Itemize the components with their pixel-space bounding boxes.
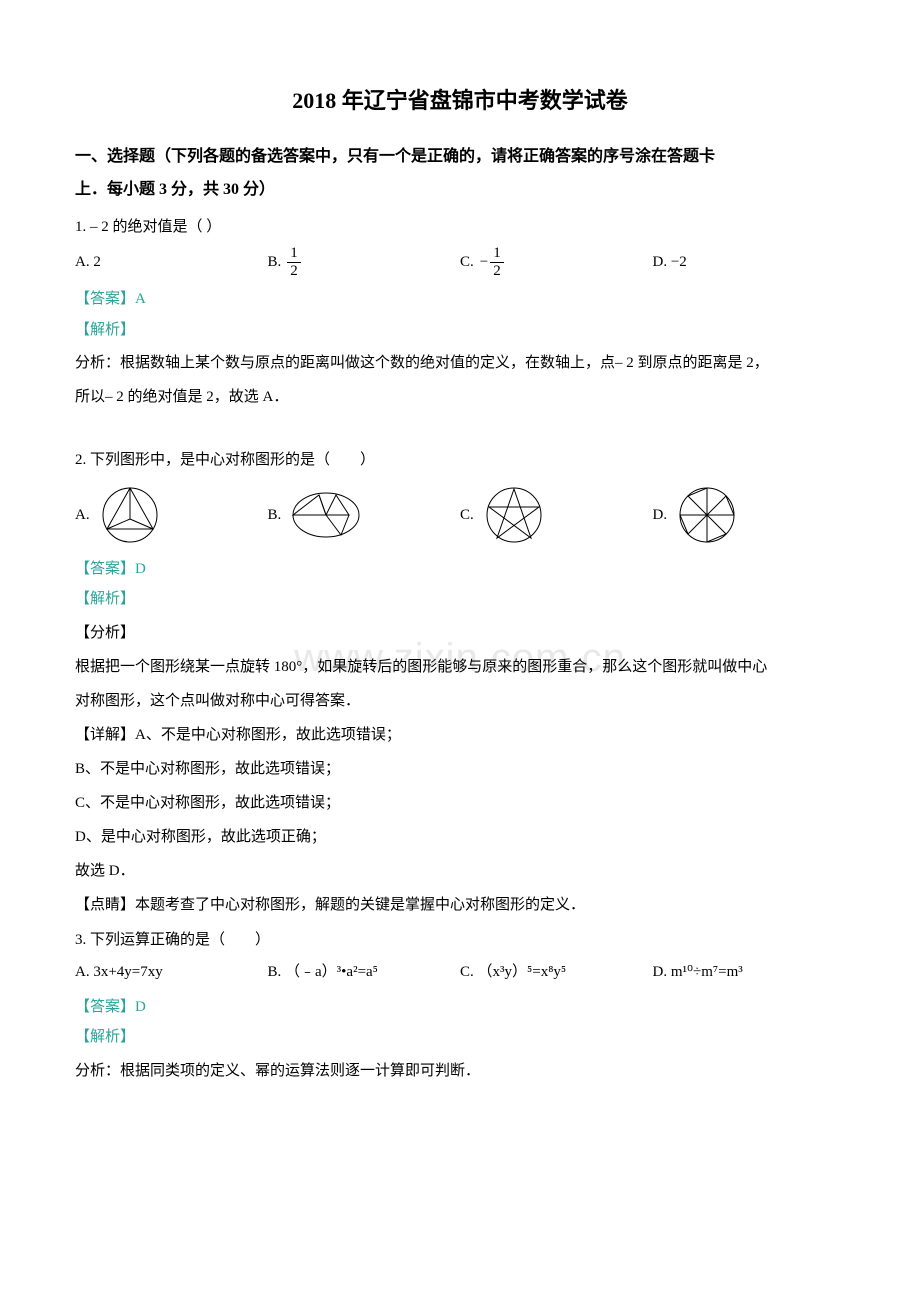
q2-dianjing: 【点睛】本题考查了中心对称图形，解题的关键是掌握中心对称图形的定义． (75, 890, 845, 920)
q1-stem: 1. – 2 的绝对值是（ ） (75, 213, 845, 242)
q3-option-a: A. 3x+4y=7xy (75, 958, 268, 987)
q1-option-a: A. 2 (75, 248, 268, 277)
q2-detail-c: C、不是中心对称图形，故此选项错误； (75, 788, 845, 818)
q2-detail-a: 【详解】A、不是中心对称图形，故此选项错误； (75, 720, 845, 750)
q2-detail-b: B、不是中心对称图形，故此选项错误； (75, 754, 845, 784)
section-header-line1: 一、选择题（下列各题的备选答案中，只有一个是正确的，请将正确答案的序号涂在答题卡 (75, 140, 845, 174)
q3-option-d: D. m¹⁰÷m⁷=m³ (653, 958, 846, 987)
q2-option-d: D. (653, 485, 846, 545)
q1-option-c: C. − 12 (460, 245, 653, 279)
q2-fenxi-label: 【分析】 (75, 618, 845, 648)
ellipse-triangles-icon (291, 491, 361, 539)
q1-optC-label: C. (460, 248, 474, 277)
q2-optD-label: D. (653, 501, 668, 530)
q2-fenxi-line2: 对称图形，这个点叫做对称中心可得答案． (75, 686, 845, 716)
section-header-line2: 上．每小题 3 分，共 30 分） (75, 173, 845, 207)
fraction-one-half-icon: 12 (287, 245, 301, 279)
q1-analysis-label: 【解析】 (75, 316, 845, 345)
q2-fenxi-line1: 根据把一个图形绕某一点旋转 180°，如果旋转后的图形能够与原来的图形重合，那么… (75, 652, 845, 682)
q1-options: A. 2 B. 12 C. − 12 D. −2 (75, 245, 845, 279)
q3-analysis-text: 分析：根据同类项的定义、幂的运算法则逐一计算即可判断． (75, 1056, 845, 1086)
q1-optD-label: D. −2 (653, 248, 687, 277)
q1-answer: 【答案】A (75, 285, 845, 314)
q3-options: A. 3x+4y=7xy B. （﹣a）³•a²=a⁵ C. （x³y）⁵=x⁸… (75, 958, 845, 987)
q2-option-c: C. (460, 485, 653, 545)
q2-detail-d: D、是中心对称图形，故此选项正确； (75, 822, 845, 852)
q1-option-d: D. −2 (653, 248, 846, 277)
q2-stem: 2. 下列图形中，是中心对称图形的是（ ） (75, 446, 845, 475)
q2-optA-label: A. (75, 501, 90, 530)
q1-optB-label: B. (268, 248, 282, 277)
circle-star-icon (484, 485, 544, 545)
q3-option-b: B. （﹣a）³•a²=a⁵ (268, 958, 461, 987)
fraction-neg-one-half-icon: − 12 (480, 245, 504, 279)
q1-optA-label: A. 2 (75, 248, 101, 277)
q1-analysis-line2: 所以– 2 的绝对值是 2，故选 A． (75, 382, 845, 412)
page-content: 2018 年辽宁省盘锦市中考数学试卷 一、选择题（下列各题的备选答案中，只有一个… (75, 80, 845, 1086)
q2-option-a: A. (75, 485, 268, 545)
q2-optB-label: B. (268, 501, 282, 530)
q3-option-c: C. （x³y）⁵=x⁸y⁵ (460, 958, 653, 987)
q2-detail-conclude: 故选 D． (75, 856, 845, 886)
page-title: 2018 年辽宁省盘锦市中考数学试卷 (75, 80, 845, 122)
q3-analysis-label: 【解析】 (75, 1023, 845, 1052)
circle-pinwheel-icon (677, 485, 737, 545)
q2-options: A. B. C. D. (75, 485, 845, 545)
q1-option-b: B. 12 (268, 245, 461, 279)
q2-answer: 【答案】D (75, 555, 845, 584)
q1-analysis-line1: 分析：根据数轴上某个数与原点的距离叫做这个数的绝对值的定义，在数轴上，点– 2 … (75, 348, 845, 378)
q2-option-b: B. (268, 491, 461, 539)
q2-analysis-label: 【解析】 (75, 585, 845, 614)
q3-stem: 3. 下列运算正确的是（ ） (75, 926, 845, 955)
q3-answer: 【答案】D (75, 993, 845, 1022)
circle-triangle-icon (100, 485, 160, 545)
q2-optC-label: C. (460, 501, 474, 530)
